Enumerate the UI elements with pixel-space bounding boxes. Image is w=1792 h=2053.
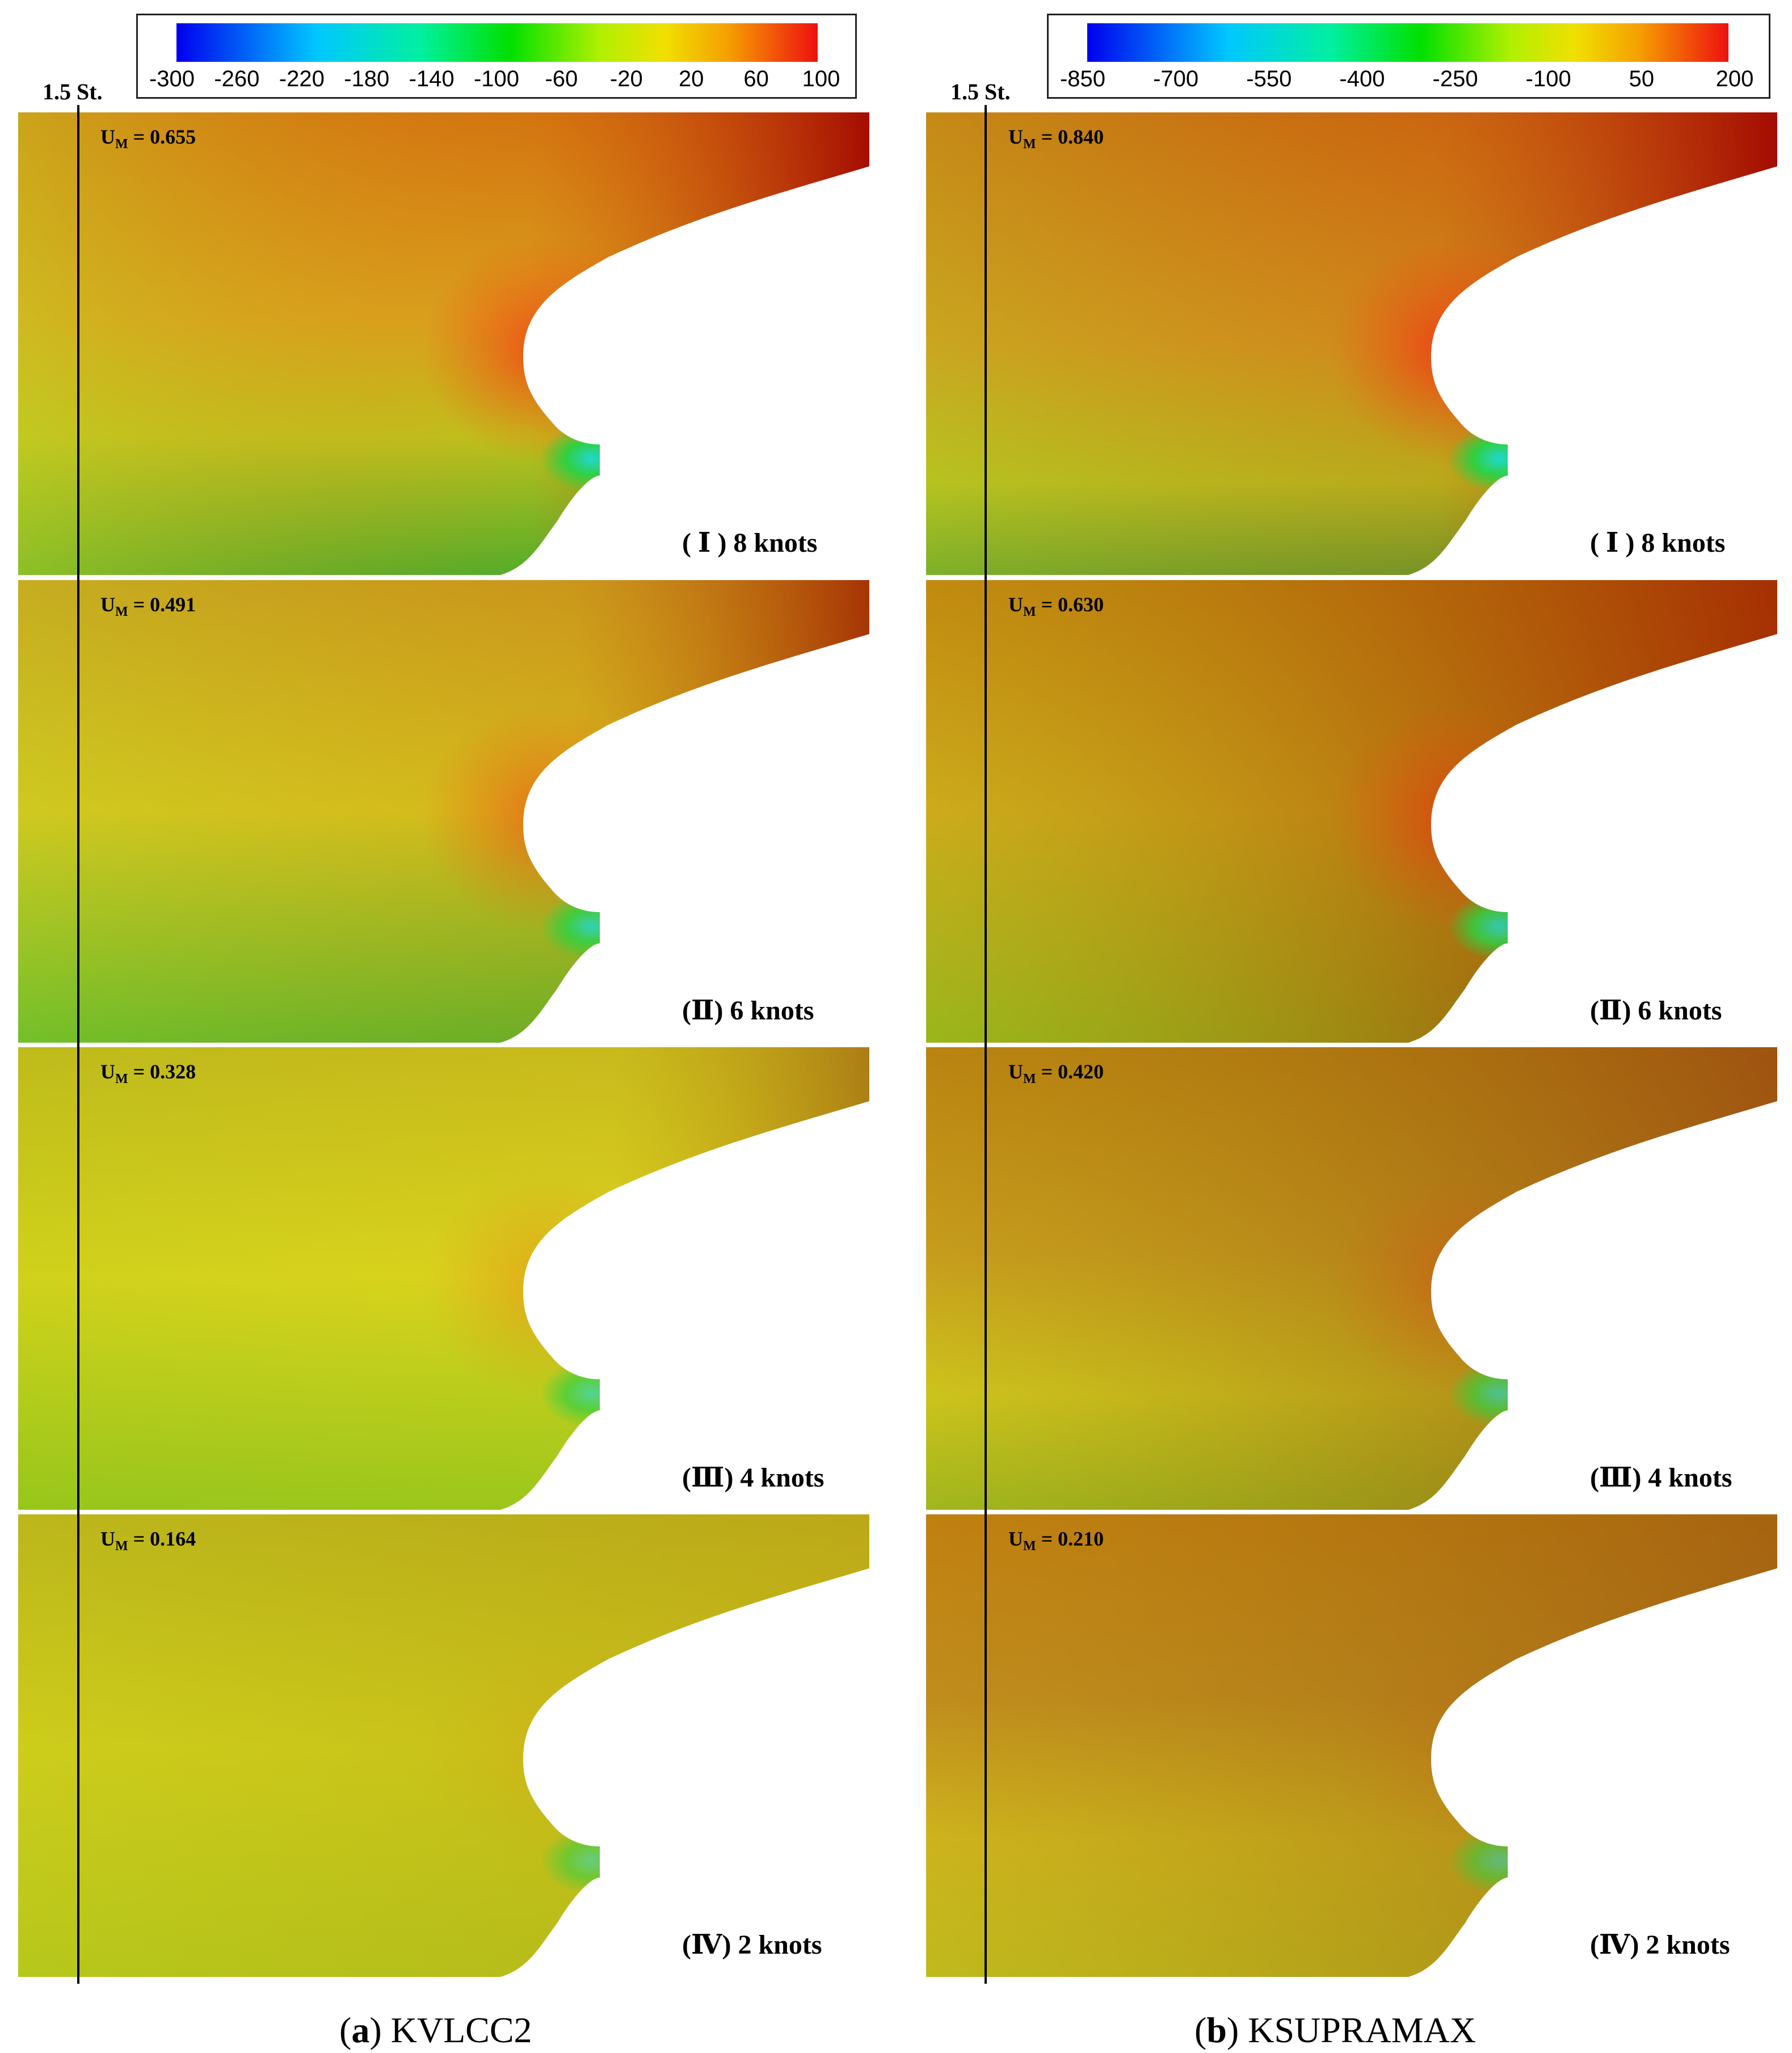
colorbar-tick-label: 20 [678, 66, 704, 91]
station-line-left [77, 105, 79, 1984]
contour-panel [18, 112, 869, 575]
colorbar-kvlcc2: -300 -260 -220 -180 -140 -100 -60 -20 20 60 100 [136, 14, 857, 99]
um-label: UM = 0.210 [1008, 1527, 1104, 1554]
um-label: UM = 0.655 [100, 125, 196, 152]
colorbar-tick-label: 50 [1629, 66, 1655, 91]
speed-case-label: (Ⅱ) 6 knots [682, 996, 814, 1026]
contour-field [18, 112, 869, 575]
speed-case-label: ( Ⅰ ) 8 knots [682, 528, 818, 558]
colorbar-tick-label: -400 [1339, 66, 1385, 91]
colorbar-tick-label: -20 [609, 66, 643, 91]
colorbar-ticks: -850 -700 -550 -400 -250 -100 50 200 [1060, 66, 1753, 100]
colorbar-tick-label: -60 [545, 66, 578, 91]
contour-panel [926, 1514, 1777, 1977]
caption-a: (a) KVLCC2 [339, 2010, 532, 2050]
station-label-left: 1.5 St. [43, 79, 103, 104]
speed-case-label: (Ⅱ) 6 knots [1590, 996, 1722, 1026]
colorbar-tick-label: -250 [1432, 66, 1478, 91]
colorbar-tick-label: -260 [214, 66, 260, 91]
colorbar-tick-label: -300 [149, 66, 195, 91]
colorbar-tick-label: -100 [473, 66, 520, 91]
contour-field [926, 1047, 1777, 1510]
um-label: UM = 0.328 [100, 1060, 196, 1087]
contour-field [18, 1047, 869, 1510]
colorbar-gradient [1087, 23, 1728, 62]
caption-b: (b) KSUPRAMAX [1194, 2010, 1476, 2050]
contour-panel [926, 112, 1777, 575]
colorbar-tick-label: 100 [802, 66, 840, 91]
speed-case-label: ( Ⅰ ) 8 knots [1590, 528, 1726, 558]
colorbar-ticks: -300 -260 -220 -180 -140 -100 -60 -20 20 60 100 [149, 66, 840, 100]
station-line-right [985, 105, 987, 1984]
contour-field [926, 1514, 1777, 1977]
contour-panel [926, 580, 1777, 1043]
um-label: UM = 0.164 [100, 1527, 196, 1554]
um-label: UM = 0.630 [1008, 593, 1104, 620]
speed-case-label: (Ⅳ) 2 knots [1590, 1930, 1730, 1960]
colorbar-tick-label: -180 [344, 66, 390, 91]
colorbar-ksupramax: -850 -700 -550 -400 -250 -100 50 200 [1047, 14, 1770, 99]
colorbar-tick-label: -700 [1153, 66, 1199, 91]
contour-field [18, 580, 869, 1043]
colorbar-tick-label: -850 [1059, 66, 1106, 91]
um-label: UM = 0.420 [1008, 1060, 1104, 1087]
contour-panel [18, 1047, 869, 1510]
um-label: UM = 0.840 [1008, 125, 1104, 152]
speed-case-label: (Ⅲ) 4 knots [1590, 1463, 1732, 1493]
contour-panel [18, 1514, 869, 1977]
colorbar-tick-label: 60 [743, 66, 769, 91]
station-label-right: 1.5 St. [950, 79, 1011, 104]
speed-case-label: (Ⅲ) 4 knots [682, 1463, 825, 1493]
colorbar-tick-label: -140 [409, 66, 455, 91]
speed-case-label: (Ⅳ) 2 knots [682, 1930, 822, 1960]
contour-panel [18, 580, 869, 1043]
um-label: UM = 0.491 [100, 593, 196, 620]
colorbar-tick-label: 200 [1715, 66, 1754, 91]
colorbar-gradient [176, 23, 818, 62]
contour-field [926, 112, 1777, 575]
colorbar-tick-label: -220 [279, 66, 325, 91]
colorbar-tick-label: -100 [1525, 66, 1571, 91]
colorbar-tick-label: -550 [1246, 66, 1292, 91]
contour-field [926, 580, 1777, 1043]
contour-field [18, 1514, 869, 1977]
contour-panel [926, 1047, 1777, 1510]
